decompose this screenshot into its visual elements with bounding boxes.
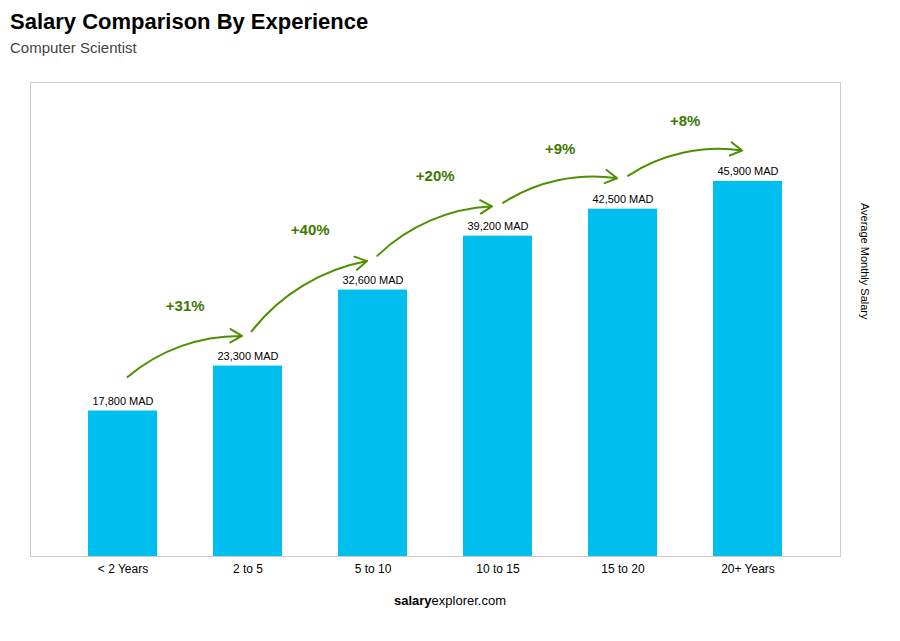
svg-text:10 to 15: 10 to 15 (476, 562, 520, 576)
svg-text:+40%: +40% (291, 221, 330, 238)
svg-text:23,300 MAD: 23,300 MAD (217, 350, 278, 362)
svg-text:17,800 MAD: 17,800 MAD (92, 395, 153, 407)
svg-text:Average Monthly Salary: Average Monthly Salary (859, 203, 871, 320)
svg-text:+20%: +20% (416, 167, 455, 184)
html-text:Salary Comparison By Experienc: Salary Comparison By Experience (10, 9, 369, 34)
svg-text:2 to 5: 2 to 5 (233, 562, 263, 576)
svg-text:32,600 MAD: 32,600 MAD (342, 274, 403, 286)
svg-text:+8%: +8% (670, 112, 700, 129)
svg-text:39,200 MAD: 39,200 MAD (467, 220, 528, 232)
svg-text:+31%: +31% (166, 297, 205, 314)
svg-text:42,500 MAD: 42,500 MAD (592, 193, 653, 205)
svg-text:5 to 10: 5 to 10 (355, 562, 392, 576)
svg-text:+9%: +9% (545, 140, 575, 157)
html-text:Computer Scientist: Computer Scientist (10, 39, 137, 56)
html-text:salary explorer.com: salary explorer.com (394, 593, 506, 608)
svg-text:20+ Years: 20+ Years (721, 562, 775, 576)
svg-text:45,900 MAD: 45,900 MAD (717, 165, 778, 177)
svg-text:< 2 Years: < 2 Years (98, 562, 148, 576)
svg-text:15 to 20: 15 to 20 (601, 562, 645, 576)
